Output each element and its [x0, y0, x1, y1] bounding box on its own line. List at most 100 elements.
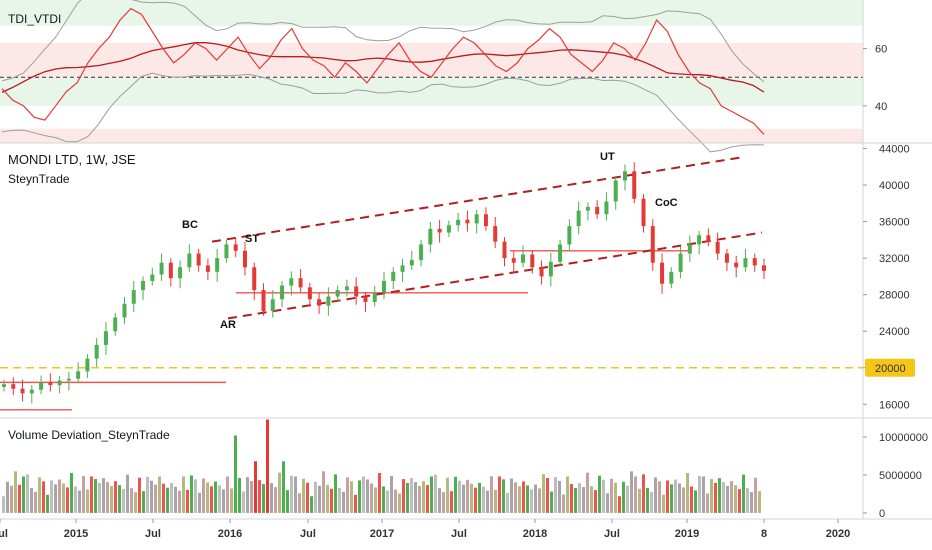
candle-body [168, 262, 173, 279]
candle-body [465, 219, 470, 224]
volume-bar [486, 490, 489, 513]
volume-bar [614, 482, 617, 513]
volume-tick-label: 10000000 [879, 432, 928, 444]
volume-bar [314, 481, 317, 513]
volume-bar [258, 480, 261, 513]
volume-bar [682, 487, 685, 513]
candle-body [252, 267, 257, 291]
volume-bar [578, 483, 581, 513]
volume-bar [542, 474, 545, 513]
volume-bar [642, 474, 645, 513]
volume-bar [462, 484, 465, 513]
candle-body [261, 290, 266, 312]
volume-bar [254, 461, 257, 513]
volume-bar [230, 488, 233, 513]
candle-body [224, 244, 229, 259]
volume-bar [734, 485, 737, 513]
annotation-coc: CoC [655, 197, 678, 209]
price-tick-label: 40000 [879, 180, 910, 192]
candle-body [141, 280, 146, 291]
candle-body [558, 244, 563, 262]
volume-bar [522, 481, 525, 513]
candle-body [724, 253, 729, 263]
candle-body [530, 254, 535, 268]
volume-bar [670, 484, 673, 513]
volume-bar [710, 479, 713, 513]
candle-body [428, 228, 433, 245]
tdi-price-line [1, 7, 765, 135]
candle-body [372, 292, 377, 302]
volume-bar [414, 482, 417, 513]
tdi-zone [0, 77, 863, 106]
volume-bar [46, 494, 49, 513]
candle-body [762, 265, 766, 271]
volume-bar [310, 496, 313, 513]
volume-bar [178, 490, 181, 513]
volume-pane [2, 419, 761, 513]
candle-body [511, 258, 516, 263]
volume-bar [158, 476, 161, 513]
candle-body [567, 226, 572, 245]
candle-body [11, 384, 16, 389]
volume-bar [30, 487, 33, 513]
candle-body [344, 286, 349, 291]
volume-bar [278, 472, 281, 513]
candle-body [280, 285, 285, 300]
candle-body [354, 286, 359, 297]
volume-bar [50, 480, 53, 513]
volume-bar [198, 492, 201, 513]
volume-bar [142, 491, 145, 513]
price-subtitle: SteynTrade [8, 172, 70, 186]
volume-bar [242, 491, 245, 513]
candle-body [502, 241, 507, 259]
volume-bar [574, 488, 577, 513]
volume-bar [754, 477, 757, 513]
volume-tick-label: 5000000 [879, 470, 922, 482]
time-tick-label: 8 [761, 528, 767, 540]
candle-body [205, 265, 210, 272]
volume-bar [286, 490, 289, 513]
candle-body [613, 180, 618, 202]
volume-title: Volume Deviation_SteynTrade [8, 428, 170, 442]
volume-bar [202, 478, 205, 513]
candle-body [66, 378, 71, 381]
volume-bar [66, 487, 69, 513]
candle-body [113, 317, 118, 332]
candle-body [159, 262, 164, 275]
volume-bar [62, 483, 65, 513]
price-tick-label: 32000 [879, 253, 910, 265]
volume-bar [354, 494, 357, 513]
volume-bar [138, 477, 141, 513]
volume-bar [418, 486, 421, 513]
candle-body [233, 244, 238, 251]
candle-body [419, 244, 424, 260]
volume-bar [102, 478, 105, 513]
volume-bar [466, 479, 469, 513]
volume-bar [110, 486, 113, 513]
channel-lower-line [227, 231, 763, 320]
volume-bar [26, 474, 29, 513]
volume-bar [334, 474, 337, 513]
volume-bar [350, 481, 353, 513]
volume-bar [210, 486, 213, 513]
volume-bar [34, 491, 37, 513]
volume-bar [386, 490, 389, 513]
volume-bar [206, 482, 209, 513]
volume-bar [518, 486, 521, 513]
volume-bar [746, 488, 749, 513]
volume-bar [502, 479, 505, 513]
volume-bar [122, 489, 125, 513]
volume-bar [282, 461, 285, 513]
volume-bar [18, 484, 21, 513]
candle-body [298, 278, 303, 288]
volume-bar [558, 481, 561, 513]
volume-bar [646, 487, 649, 513]
volume-bar [42, 481, 45, 513]
volume-bar [378, 472, 381, 513]
candle-body [752, 258, 757, 266]
candle-body [131, 290, 136, 304]
candle-body [622, 171, 627, 181]
volume-bar [594, 490, 597, 513]
candle-body [585, 206, 590, 211]
candle-body [548, 261, 553, 277]
